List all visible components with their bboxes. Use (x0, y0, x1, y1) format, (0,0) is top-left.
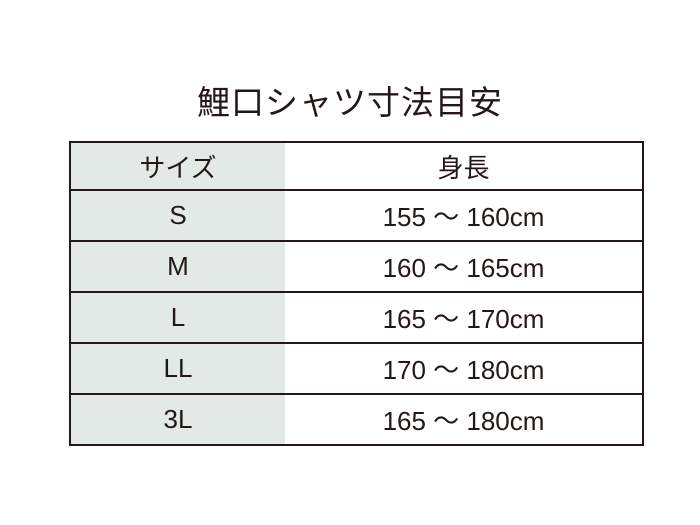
table-row: S 155 〜 160cm (70, 189, 643, 241)
header-height: 身長 (285, 142, 643, 190)
size-cell: M (70, 240, 285, 292)
size-cell: S (70, 189, 285, 241)
height-cell: 160 〜 165cm (285, 240, 643, 292)
size-cell: L (70, 291, 285, 343)
size-chart-table: サイズ 身長 S 155 〜 160cm M 160 〜 165cm L 165… (69, 141, 644, 446)
height-cell: 170 〜 180cm (285, 342, 643, 394)
height-cell: 165 〜 180cm (285, 393, 643, 445)
table-row: L 165 〜 170cm (70, 291, 643, 343)
size-cell: 3L (70, 393, 285, 445)
table-row: M 160 〜 165cm (70, 240, 643, 292)
page-title: 鯉口シャツ寸法目安 (197, 83, 503, 122)
size-cell: LL (70, 342, 285, 394)
table-header-row: サイズ 身長 (70, 142, 643, 190)
height-cell: 155 〜 160cm (285, 189, 643, 241)
header-size: サイズ (70, 142, 285, 190)
height-cell: 165 〜 170cm (285, 291, 643, 343)
table-row: 3L 165 〜 180cm (70, 393, 643, 445)
table-row: LL 170 〜 180cm (70, 342, 643, 394)
